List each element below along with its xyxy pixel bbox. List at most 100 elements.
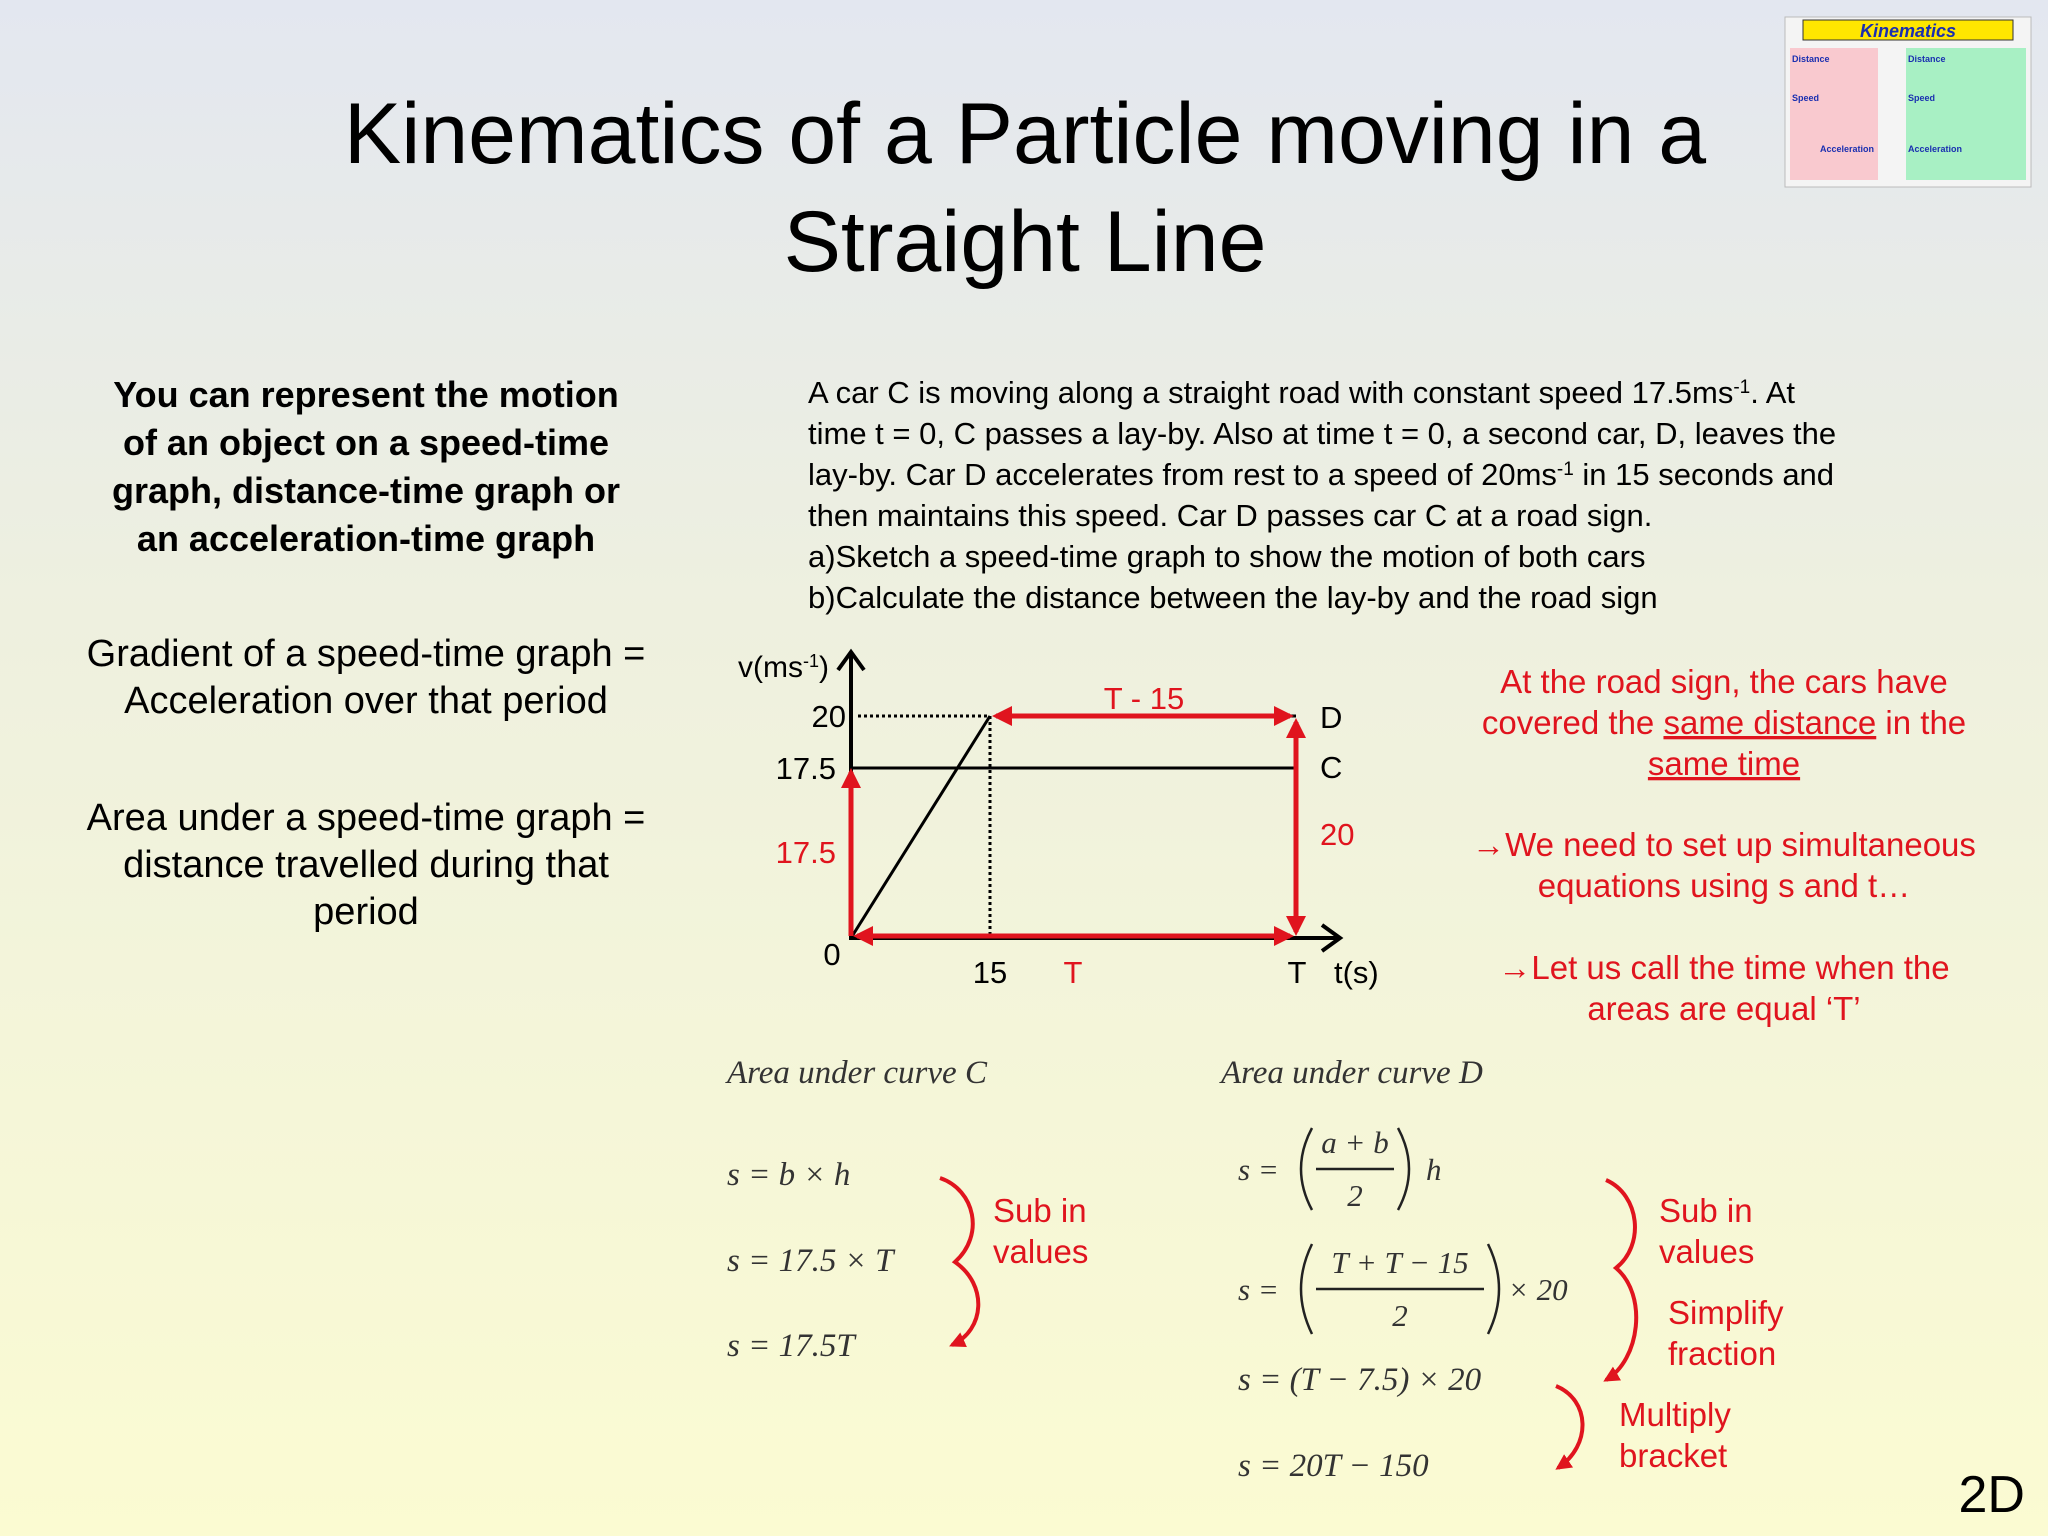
thumbnail-title: Kinematics — [1860, 21, 1956, 41]
working-heading: Area under curve C — [725, 1055, 988, 1091]
equation: s = (T − 7.5) × 20 — [1238, 1362, 1482, 1398]
braces — [939, 1176, 1639, 1470]
annotation: Sub in — [993, 1192, 1087, 1229]
y-tick-label: 17.5 — [776, 751, 836, 786]
x-tick-label: T — [1288, 955, 1307, 990]
text-run: same time — [1648, 745, 1800, 782]
note-line: covered the same distance in the — [1482, 704, 1966, 741]
thumbnail-label: Acceleration — [1820, 144, 1874, 154]
annotation: fraction — [1668, 1335, 1776, 1372]
text-run: . At — [1750, 375, 1795, 410]
note-line: same time — [1648, 745, 1800, 782]
note-line: →We need to set up simultaneous — [1472, 826, 1976, 863]
text-run: in 15 seconds and — [1574, 457, 1834, 492]
problem-line: A car C is moving along a straight road … — [808, 375, 1795, 410]
title: Kinematics of a Particle moving in a — [344, 86, 1706, 182]
note-line: areas are equal ‘T’ — [1587, 990, 1860, 1027]
thumbnail-label: Acceleration — [1908, 144, 1962, 154]
superscript: -1 — [1557, 459, 1574, 480]
paren — [1299, 1127, 1314, 1211]
intro-text: of an object on a speed-time — [123, 422, 609, 463]
x-tick-label: 15 — [973, 955, 1007, 990]
brace-arrow — [1603, 1178, 1639, 1382]
gradient-text: Gradient of a speed-time graph = — [87, 633, 646, 675]
annotation: Multiply — [1619, 1396, 1731, 1433]
equation-lhs: s = — [1238, 1272, 1279, 1307]
text-run: ) — [819, 651, 829, 684]
problem-line: b)Calculate the distance between the lay… — [808, 580, 1658, 615]
thumbnail-banner — [1802, 19, 2014, 41]
denominator: 2 — [1392, 1298, 1408, 1333]
thumbnail-label: Speed — [1908, 93, 1935, 103]
annotation: bracket — [1619, 1437, 1727, 1474]
thumbnail-label: Speed — [1792, 93, 1819, 103]
paren — [1486, 1243, 1501, 1335]
text-run: lay-by. Car D accelerates from rest to a… — [808, 457, 1557, 492]
intro-text: an acceleration-time graph — [137, 518, 595, 559]
line-label: D — [1320, 700, 1342, 735]
red-label: T — [1064, 955, 1083, 990]
thumbnail-panel — [1790, 48, 1878, 180]
area-text: Area under a speed-time graph = — [87, 797, 646, 839]
text-run: A car C is moving along a straight road … — [808, 375, 1733, 410]
note-line: →Let us call the time when the — [1498, 949, 1949, 986]
red-label: 17.5 — [776, 835, 836, 870]
note-line: equations using s and t… — [1538, 867, 1910, 904]
brace-arrow — [1555, 1384, 1585, 1470]
problem-line: lay-by. Car D accelerates from rest to a… — [808, 457, 1834, 492]
red-label: 20 — [1320, 817, 1354, 852]
problem-line: then maintains this speed. Car D passes … — [808, 498, 1652, 533]
graph — [836, 648, 1344, 953]
axis-arrow — [836, 648, 866, 672]
brace-arrow — [939, 1176, 981, 1347]
y-axis-label: v(ms-1) — [738, 651, 829, 684]
gradient-text: Acceleration over that period — [124, 680, 608, 722]
equation-rhs: × 20 — [1508, 1272, 1568, 1307]
equation: s = 20T − 150 — [1238, 1448, 1429, 1484]
line-d — [849, 715, 992, 939]
numerator: T + T − 15 — [1331, 1245, 1468, 1280]
equation: s = 17.5T — [727, 1328, 857, 1364]
equation: s = 17.5 × T — [727, 1243, 896, 1279]
area-text: distance travelled during that — [123, 844, 609, 886]
y-tick-label: 20 — [812, 699, 846, 734]
annotation: Simplify — [1668, 1294, 1784, 1331]
origin-label: 0 — [823, 937, 840, 972]
x-axis-label: t(s) — [1334, 955, 1379, 990]
thumbnail-label: Distance — [1908, 54, 1946, 64]
intro-text: You can represent the motion — [113, 374, 618, 415]
area-text: period — [313, 891, 419, 933]
equation-rhs: h — [1426, 1152, 1442, 1187]
red-label: T - 15 — [1104, 681, 1184, 716]
text-run: covered the — [1482, 704, 1664, 741]
superscript: -1 — [803, 651, 819, 671]
thumbnail — [1784, 16, 2032, 188]
text-run: in the — [1876, 704, 1966, 741]
problem-line: time t = 0, C passes a lay-by. Also at t… — [808, 416, 1836, 451]
working-heading: Area under curve D — [1219, 1055, 1483, 1091]
thumbnail-label: Distance — [1792, 54, 1830, 64]
equation-lhs: s = — [1238, 1152, 1279, 1187]
problem-line: a)Sketch a speed-time graph to show the … — [808, 539, 1645, 574]
thumbnail-panel — [1906, 48, 2026, 180]
numerator: a + b — [1321, 1125, 1388, 1160]
annotation: values — [993, 1233, 1088, 1270]
paren — [1299, 1243, 1314, 1335]
text-run: same distance — [1663, 704, 1876, 741]
line-label: C — [1320, 750, 1342, 785]
paren — [1396, 1127, 1411, 1211]
annotation: Sub in — [1659, 1192, 1753, 1229]
superscript: -1 — [1733, 377, 1750, 398]
slide-code: 2D — [1959, 1466, 2025, 1524]
note-line: At the road sign, the cars have — [1500, 663, 1948, 700]
annotation: values — [1659, 1233, 1754, 1270]
title: Straight Line — [784, 194, 1267, 290]
text-run: v(ms — [738, 651, 803, 684]
denominator: 2 — [1347, 1178, 1363, 1213]
fraction-parts — [1299, 1127, 1501, 1335]
axis-arrow — [1320, 923, 1344, 953]
intro-text: graph, distance-time graph or — [112, 470, 620, 511]
